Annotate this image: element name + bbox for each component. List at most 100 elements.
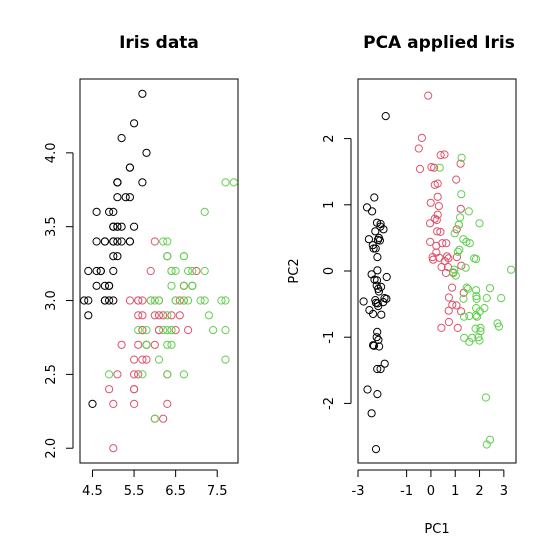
iris-data-y-tick-label: 2.0	[44, 438, 59, 459]
iris-data-point	[88, 399, 97, 408]
iris-data-point	[130, 385, 139, 394]
pca-point	[414, 144, 423, 153]
pca-point	[369, 244, 378, 253]
iris-data-point	[100, 296, 110, 305]
iris-data-point	[113, 370, 122, 379]
iris-data-point	[200, 296, 209, 305]
pca-point	[437, 323, 446, 332]
iris-data-x-tick-label: 7.5	[207, 484, 228, 499]
pca-point	[456, 213, 465, 222]
iris-data-point	[105, 370, 114, 379]
pca-point	[426, 198, 435, 207]
iris-data-point	[125, 163, 134, 172]
iris-data-point	[109, 207, 118, 216]
iris-data-point	[184, 296, 193, 305]
iris-data-point	[184, 326, 193, 335]
iris-data-y-tick-label: 3.0	[44, 290, 59, 311]
pca-point	[429, 255, 438, 264]
pca-point	[457, 261, 466, 270]
iris-data-point	[142, 355, 151, 364]
iris-data-point	[125, 193, 134, 202]
pca-point	[457, 190, 466, 199]
iris-data-point	[138, 178, 147, 187]
iris-data-point	[105, 207, 114, 216]
iris-data-point	[163, 237, 172, 246]
pca-y-axis: -2 -1 0 1 2	[322, 134, 352, 410]
iris-data-x-tick-label: 4.5	[82, 484, 103, 499]
iris-data-point	[179, 252, 188, 261]
iris-data-point	[167, 281, 176, 290]
pca-point	[476, 327, 485, 336]
iris-data-point	[171, 296, 180, 305]
pca-point	[442, 239, 451, 248]
pca-point	[444, 293, 453, 302]
iris-data-point	[105, 296, 114, 305]
iris-data-point	[109, 252, 118, 261]
iris-data-point	[221, 326, 230, 335]
iris-data-point	[113, 237, 122, 246]
pca-y-tick-label: 0	[322, 267, 337, 275]
pca-point	[425, 219, 435, 228]
iris-data-point	[109, 266, 118, 276]
iris-data-point	[171, 266, 180, 276]
iris-data-point	[188, 266, 197, 276]
pca-point	[371, 445, 381, 454]
pca-point	[436, 227, 445, 236]
pca-point	[497, 294, 506, 303]
iris-data-point	[130, 355, 139, 364]
pca-point	[471, 324, 480, 333]
iris-data-point	[117, 222, 126, 231]
iris-data-point	[179, 281, 188, 290]
pca-point	[372, 218, 382, 227]
pca-point	[452, 253, 461, 262]
pca-point	[375, 342, 384, 351]
iris-data-point	[163, 326, 172, 335]
iris-data-y-tick-label: 3.5	[44, 216, 59, 237]
iris-data-point	[221, 178, 230, 187]
pca-point	[465, 239, 474, 248]
iris-data-point	[188, 281, 197, 290]
pca-point	[452, 301, 461, 310]
pca-point	[475, 307, 484, 316]
iris-data-point	[100, 237, 110, 246]
pca-point	[494, 322, 504, 331]
iris-data-point	[134, 311, 143, 320]
iris-data-point	[138, 326, 147, 335]
pca-point	[482, 440, 491, 449]
iris-data-point	[109, 222, 118, 231]
pca-point	[369, 341, 379, 350]
pca-point	[453, 323, 462, 332]
pca-point	[482, 294, 491, 303]
iris-data-point	[100, 281, 110, 290]
iris-data-point	[150, 237, 159, 246]
iris-data-point	[163, 340, 172, 349]
pca-point	[432, 215, 441, 225]
iris-data-point	[109, 237, 118, 246]
pca-point	[433, 227, 442, 236]
iris-data-point	[159, 326, 168, 335]
pca-point	[461, 263, 470, 272]
iris-data-point	[142, 326, 151, 335]
pca-point	[427, 163, 436, 172]
iris-data-point	[159, 414, 168, 423]
iris-data-point	[109, 296, 118, 305]
pca-point	[433, 192, 442, 201]
iris-data-point	[150, 296, 159, 305]
iris-data-point	[113, 178, 122, 187]
iris-data-point	[209, 326, 218, 335]
pca-point	[426, 237, 435, 246]
iris-data-point	[134, 326, 143, 335]
iris-data-point	[167, 266, 176, 276]
iris-data-point	[130, 222, 139, 231]
iris-data-point	[175, 296, 184, 305]
iris-data-y-axis: 2.0 2.5 3.0 3.5 4.0	[44, 143, 74, 459]
iris-data-point	[204, 311, 213, 320]
iris-data-point	[130, 370, 139, 379]
iris-data-point	[142, 340, 151, 349]
pca-point	[364, 235, 373, 244]
iris-data-point	[134, 340, 143, 349]
pca-point	[379, 298, 388, 307]
pca-y-tick-label: 2	[322, 134, 337, 142]
iris-data-point	[121, 193, 130, 202]
iris-data-panel: Iris data 4.5 5.5 6.5 7.5 2.0 2.5 3.0 3.5 4.0	[44, 33, 239, 499]
